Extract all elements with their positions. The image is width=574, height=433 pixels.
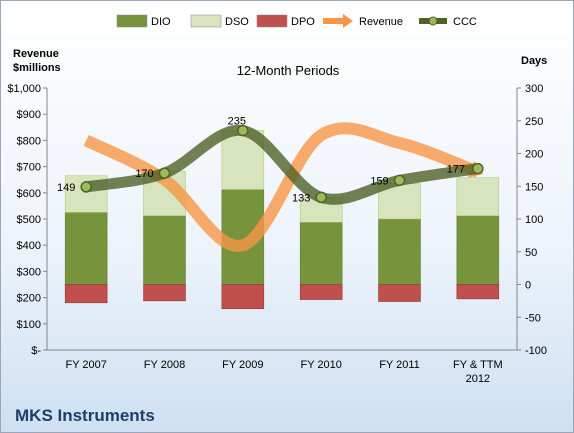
ccc-point	[393, 174, 406, 187]
y-right-tick-label: 300	[525, 83, 543, 95]
y-left-tick-label: $500	[17, 214, 41, 226]
x-tick-label-line2: 2012	[466, 373, 490, 385]
legend-arrowhead-revenue	[343, 14, 353, 28]
ccc-data-label: 170	[135, 168, 153, 180]
legend-label-dpo: DPO	[291, 16, 315, 28]
chart-subtitle: 12-Month Periods	[237, 63, 340, 78]
y-left-tick-label: $1,000	[7, 83, 41, 95]
bar-dpo	[299, 284, 343, 300]
legend-swatch-dpo	[256, 14, 288, 28]
y-axis-left-title-line1: Revenue	[13, 48, 59, 60]
chart-title: MKS Instruments	[15, 406, 155, 425]
bar-dpo	[143, 284, 186, 302]
y-left-tick-label: $400	[17, 240, 41, 252]
ccc-point	[472, 162, 484, 175]
legend-label-dso: DSO	[225, 16, 249, 28]
y-right-tick-label: 200	[525, 149, 543, 161]
y-left-tick-label: $-	[31, 345, 41, 357]
y-right-tick-label: 50	[525, 247, 537, 259]
legend-swatch-dio	[116, 14, 148, 28]
ccc-point	[158, 167, 171, 179]
y-right-tick-label: -50	[525, 312, 541, 324]
y-left-tick-label: $300	[17, 266, 41, 278]
legend: DIO DSO DPO Revenue CCC	[116, 14, 477, 28]
ccc-data-label: 149	[57, 182, 75, 194]
x-tick-label: FY & TTM	[453, 359, 503, 371]
y-right-tick-label: -100	[525, 345, 547, 357]
legend-marker-ccc	[428, 16, 438, 26]
y-left-tick-label: $800	[17, 135, 41, 147]
bar-dpo	[456, 284, 500, 300]
y-right-tick-label: 150	[525, 181, 543, 193]
y-left-tick-label: $100	[17, 319, 41, 331]
x-tick-label: FY 2011	[379, 359, 420, 371]
y-right-tick-label: 0	[525, 280, 531, 292]
legend-label-ccc: CCC	[453, 16, 477, 28]
bar-dso	[456, 177, 500, 216]
bar-dpo	[221, 284, 265, 309]
y-left-tick-label: $200	[17, 293, 41, 305]
ccc-point	[80, 181, 92, 193]
bar-dio	[299, 222, 343, 285]
bar-dio	[143, 215, 186, 285]
legend-label-revenue: Revenue	[359, 16, 403, 28]
x-tick-label: FY 2010	[300, 359, 341, 371]
x-tick-label: FY 2007	[65, 359, 106, 371]
bar-dio	[64, 212, 108, 285]
bar-dpo	[378, 284, 421, 302]
y-left-tick-label: $700	[17, 162, 41, 174]
ccc-point	[237, 124, 249, 137]
ccc-data-label: 159	[370, 175, 388, 187]
y-left-tick-label: $900	[17, 109, 41, 121]
y-right-tick-label: 250	[525, 116, 543, 128]
ccc-data-label: 235	[228, 116, 246, 128]
bar-dio	[378, 218, 421, 285]
plot-area: $- $100 $200 $300 $400 $500 $600 $700 $800 $900 $1…	[7, 83, 547, 385]
y-axis-left-title-line2: $millions	[13, 62, 61, 74]
bar-dpo	[64, 284, 108, 304]
ccc-data-label: 133	[292, 192, 310, 204]
y-left-tick-label: $600	[17, 188, 41, 200]
ccc-data-label: 177	[447, 164, 465, 176]
bar-dio	[456, 215, 500, 285]
x-tick-label: FY 2009	[222, 359, 263, 371]
legend-swatch-dso	[190, 14, 222, 28]
y-right-tick-label: 100	[525, 214, 543, 226]
ccc-point	[315, 191, 327, 204]
legend-label-dio: DIO	[151, 16, 171, 28]
y-axis-right-title: Days	[521, 55, 547, 67]
x-tick-label: FY 2008	[144, 359, 185, 371]
